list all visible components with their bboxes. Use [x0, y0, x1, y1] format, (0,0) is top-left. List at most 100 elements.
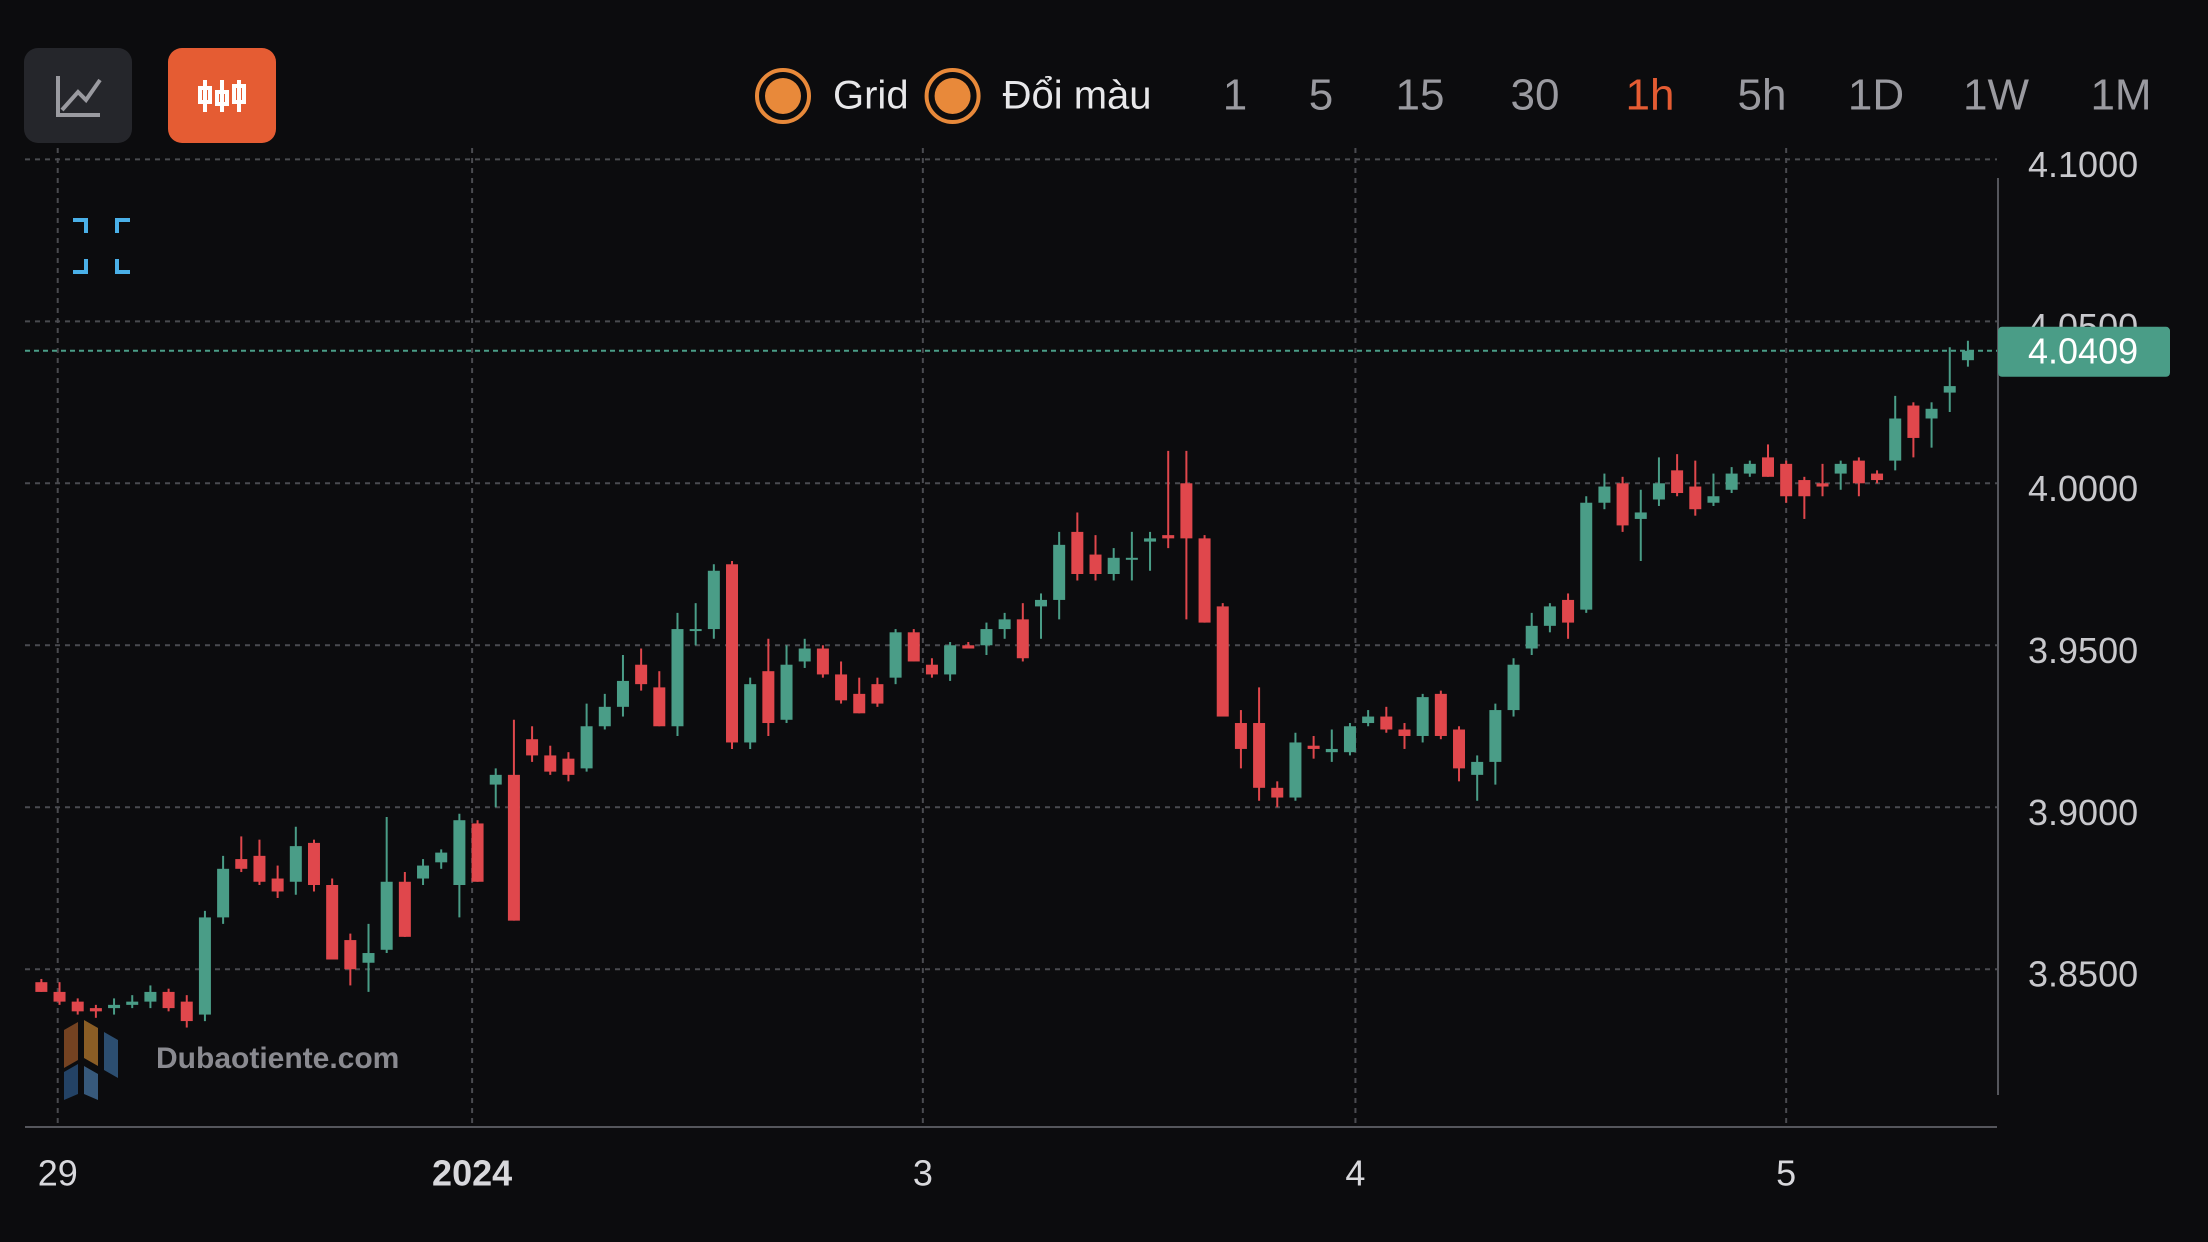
candle-body — [326, 885, 339, 960]
interval-button[interactable]: 1M — [2090, 71, 2151, 120]
candle-body — [907, 632, 920, 662]
candle-body — [1362, 716, 1375, 724]
candle-body — [1416, 697, 1429, 736]
candle-body — [453, 820, 466, 886]
interval-button[interactable]: 30 — [1511, 71, 1560, 120]
line-mode-button[interactable] — [24, 48, 132, 143]
x-tick-label: 2024 — [432, 1153, 512, 1194]
candle-body — [1144, 538, 1157, 542]
candle-body — [707, 570, 720, 630]
candle-body — [1671, 470, 1684, 494]
y-tick-label: 3.9500 — [2028, 630, 2138, 671]
candle-body — [689, 629, 702, 632]
candle-body — [217, 868, 230, 918]
interval-button[interactable]: 1W — [1963, 71, 2029, 120]
candle-body — [89, 1008, 102, 1012]
interval-button[interactable]: 1D — [1848, 71, 1904, 120]
candle-body — [253, 855, 266, 882]
candle-body — [1398, 729, 1411, 736]
candle-body — [1634, 512, 1647, 519]
toggle-label[interactable]: Grid — [833, 74, 909, 118]
toggle-ring[interactable] — [755, 68, 811, 124]
toggle-label[interactable]: Đổi màu — [1003, 74, 1152, 118]
candle-body — [1016, 619, 1029, 659]
interval-button[interactable]: 1 — [1223, 71, 1247, 120]
candle-body — [362, 953, 375, 963]
candle-body — [1543, 606, 1556, 626]
candle-body — [1343, 726, 1356, 753]
candle-icon — [198, 80, 246, 112]
candle-body — [671, 629, 684, 727]
candle-body — [1053, 544, 1066, 600]
candle-body — [871, 684, 884, 704]
candle-body — [1852, 460, 1865, 484]
candle-body — [1380, 716, 1393, 730]
candle-body — [1943, 386, 1956, 393]
candle-body — [108, 1004, 121, 1009]
interval-button[interactable]: 5h — [1738, 71, 1787, 120]
candle-body — [1798, 480, 1811, 497]
interval-button[interactable]: 15 — [1396, 71, 1445, 120]
candle-body — [144, 991, 157, 1002]
toggle-dot — [765, 78, 801, 114]
candle-body — [417, 865, 430, 879]
y-tick-label: 4.1000 — [2028, 144, 2138, 185]
candle-body — [853, 693, 866, 714]
candle-body — [489, 774, 502, 785]
x-tick-label: 5 — [1776, 1153, 1796, 1194]
toolbar: Grid Đổi màu 1 5 15 30 1h 5h 1D 1W 1M — [755, 68, 2152, 124]
candle-body — [1253, 723, 1266, 788]
candle-body — [544, 755, 557, 772]
candle-body — [435, 852, 448, 863]
candle-body — [1725, 473, 1738, 490]
candle-body — [726, 564, 739, 743]
candle-body — [780, 664, 793, 720]
candle-body — [616, 680, 629, 707]
candle-body — [1107, 557, 1120, 575]
candle-body — [980, 629, 993, 646]
candle-body — [162, 991, 175, 1009]
candle-body — [398, 881, 411, 937]
candle-body — [1562, 599, 1575, 623]
candle-body — [762, 671, 775, 724]
candle-body — [1816, 483, 1829, 487]
candle-body — [289, 846, 302, 882]
interval-button[interactable]: 5 — [1309, 71, 1333, 120]
candle-body — [1453, 729, 1466, 769]
candle-body — [235, 859, 248, 869]
candle-body — [1525, 625, 1538, 649]
interval-button[interactable]: 1h — [1626, 71, 1675, 120]
y-tick-label: 3.8500 — [2028, 954, 2138, 995]
candle-body — [471, 823, 484, 882]
candle-body — [598, 706, 611, 727]
candle-body — [1580, 502, 1593, 610]
candle-body — [1125, 557, 1138, 560]
candle-body — [1489, 710, 1502, 762]
candle-body — [835, 674, 848, 701]
candle-body — [653, 687, 666, 727]
candle-body — [71, 1001, 84, 1012]
x-tick-label: 29 — [38, 1153, 78, 1194]
candle-body — [816, 648, 829, 675]
last-price-tag — [1998, 326, 2170, 377]
candle-body — [1961, 350, 1974, 361]
candle-body — [1652, 483, 1665, 500]
x-tick-label: 4 — [1345, 1153, 1365, 1194]
watermark: Dubaotiente.com — [156, 1042, 399, 1075]
candle-body — [526, 739, 539, 756]
x-tick-label: 3 — [913, 1153, 933, 1194]
watermark-logo — [64, 1020, 118, 1100]
candle-body — [1871, 473, 1884, 481]
candle-body — [1743, 463, 1756, 474]
candle-body — [1180, 483, 1193, 539]
candle-body — [1307, 745, 1320, 749]
candle-body — [1907, 405, 1920, 438]
candle-body — [1834, 463, 1847, 474]
last-price-label: 4.0409 — [2028, 330, 2138, 371]
collapse-icon[interactable] — [73, 218, 130, 274]
y-tick-label: 3.9000 — [2028, 792, 2138, 833]
candle-body — [1507, 664, 1520, 711]
candle-body — [1434, 693, 1447, 736]
toggle-ring[interactable] — [924, 68, 981, 124]
